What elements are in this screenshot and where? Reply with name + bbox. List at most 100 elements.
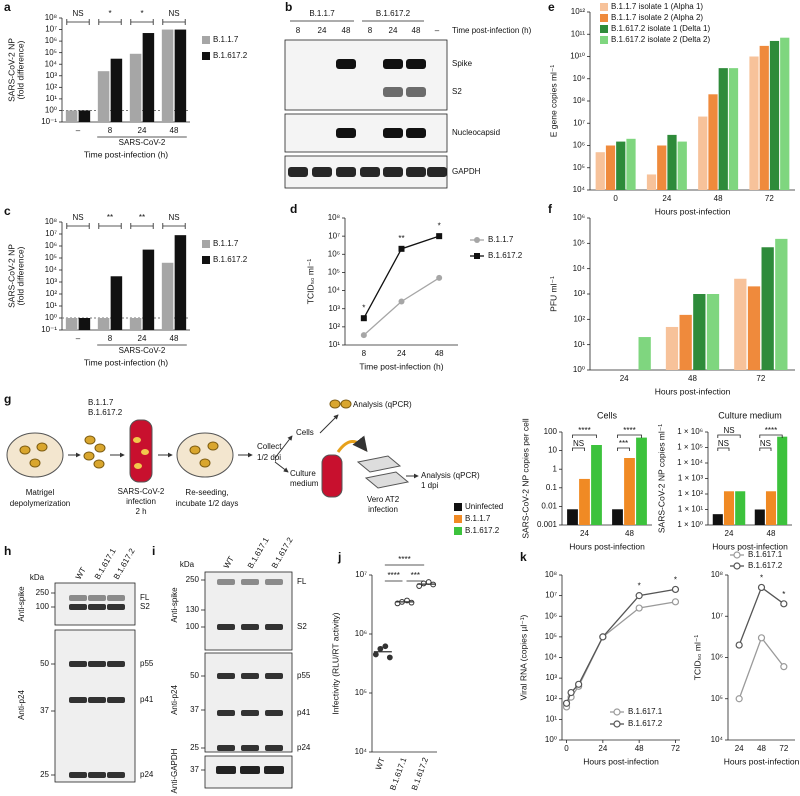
bar [129, 53, 142, 122]
y-tick-label: 10⁰ [45, 106, 57, 115]
band [69, 772, 87, 778]
significance: **** [387, 571, 399, 580]
y-axis-label: TCID₅₀ ml⁻¹ [692, 635, 702, 681]
band [241, 710, 259, 716]
x-tick-label: 24 [598, 744, 607, 753]
x-axis-label: Hours post-infection [655, 386, 731, 396]
band-label: p41 [140, 695, 154, 704]
step-label: 2 h [135, 507, 146, 516]
bar [174, 29, 187, 122]
group-label: B.1.1.7 [309, 9, 335, 18]
step-label: Matrigel [26, 488, 55, 497]
significance: ** [139, 213, 145, 222]
x-tick-label: B.1.617.2 [410, 756, 430, 792]
bar [78, 318, 91, 330]
y-tick-label: 10⁸ [573, 96, 585, 105]
bar [129, 318, 142, 330]
antibody-label: Anti-p24 [170, 685, 179, 715]
marker [398, 245, 405, 252]
band [69, 595, 87, 601]
marker [436, 233, 443, 240]
x-tick-label: WT [374, 756, 387, 771]
blot-panel [54, 629, 136, 783]
band [360, 167, 380, 177]
bracket [572, 434, 597, 438]
legend-swatch [202, 256, 210, 264]
bar [595, 152, 605, 190]
x-axis-label: Time post-infection (h) [359, 361, 443, 371]
y-tick-label: 10³ [45, 277, 57, 286]
x-tick-label: 24 [620, 374, 629, 383]
significance: ** [398, 234, 404, 243]
legend-label: B.1.1.7 [465, 514, 491, 523]
bar [698, 116, 708, 190]
panel-label: c [4, 204, 11, 218]
marker-label: 25 [40, 770, 49, 779]
marker-label: 25 [190, 743, 199, 752]
y-tick-label: 10⁵ [711, 694, 723, 703]
group-label: SARS-CoV-2 [119, 138, 166, 147]
axis-label: Time post-infection (h) [452, 26, 532, 35]
panel-label: b [285, 0, 292, 14]
y-tick-label: 10⁶ [328, 249, 340, 258]
step-label: depolymerization [10, 499, 70, 508]
y-tick-label: 10³ [328, 304, 340, 313]
bar [174, 235, 187, 330]
band [69, 604, 87, 610]
band [88, 604, 106, 610]
band [406, 87, 426, 97]
unit-label: kDa [180, 560, 195, 569]
bar [712, 514, 723, 525]
marker [575, 680, 583, 688]
marker [780, 600, 788, 608]
x-axis-label: Hours post-infection [712, 541, 788, 551]
band-label: p55 [297, 671, 311, 680]
bracket [717, 434, 741, 438]
bar [161, 262, 174, 330]
band [217, 624, 235, 630]
y-tick-label: 10⁶ [355, 629, 367, 638]
y-tick-label: 10⁶ [711, 653, 723, 662]
marker-label: 50 [190, 671, 199, 680]
bar [718, 68, 728, 190]
y-tick-label: 10³ [573, 289, 585, 298]
panel-label: i [152, 544, 155, 558]
group-label: B.1.617.2 [376, 9, 411, 18]
band-label: S2 [297, 622, 307, 631]
organoid [207, 441, 219, 451]
significance: *** [411, 571, 420, 580]
bracket [759, 447, 772, 451]
significance: * [108, 9, 111, 18]
panel-label: h [4, 544, 11, 558]
marker-label: 50 [40, 659, 49, 668]
bar [765, 491, 777, 525]
x-tick-label: 24 [397, 349, 406, 358]
lane-label: 8 [296, 26, 301, 35]
band [107, 604, 125, 610]
significance: * [362, 303, 365, 312]
y-tick-label: 10⁶ [573, 141, 585, 150]
band [265, 673, 283, 679]
significance: * [782, 590, 785, 599]
y-tick-label: 1 × 10³ [678, 474, 703, 483]
band [265, 745, 283, 751]
band [336, 59, 356, 69]
bar [636, 437, 647, 525]
y-tick-label: 10⁴ [45, 59, 58, 68]
analysis-label: 1 dpi [421, 481, 439, 490]
y-axis-label: (fold difference) [15, 40, 25, 99]
band [217, 673, 235, 679]
y-tick-label: 10⁶ [45, 36, 57, 45]
y-tick-label: 10⁵ [573, 238, 585, 247]
panel-label: g [4, 392, 11, 406]
bar [734, 278, 747, 370]
bar [749, 56, 759, 190]
marker [635, 592, 643, 600]
legend-label: B.1.617.2 [465, 526, 500, 535]
x-axis-label: Hours post-infection [569, 541, 645, 551]
organoid [134, 463, 142, 469]
significance: NS [723, 426, 734, 435]
panel-label: e [548, 0, 555, 14]
band [240, 766, 260, 774]
